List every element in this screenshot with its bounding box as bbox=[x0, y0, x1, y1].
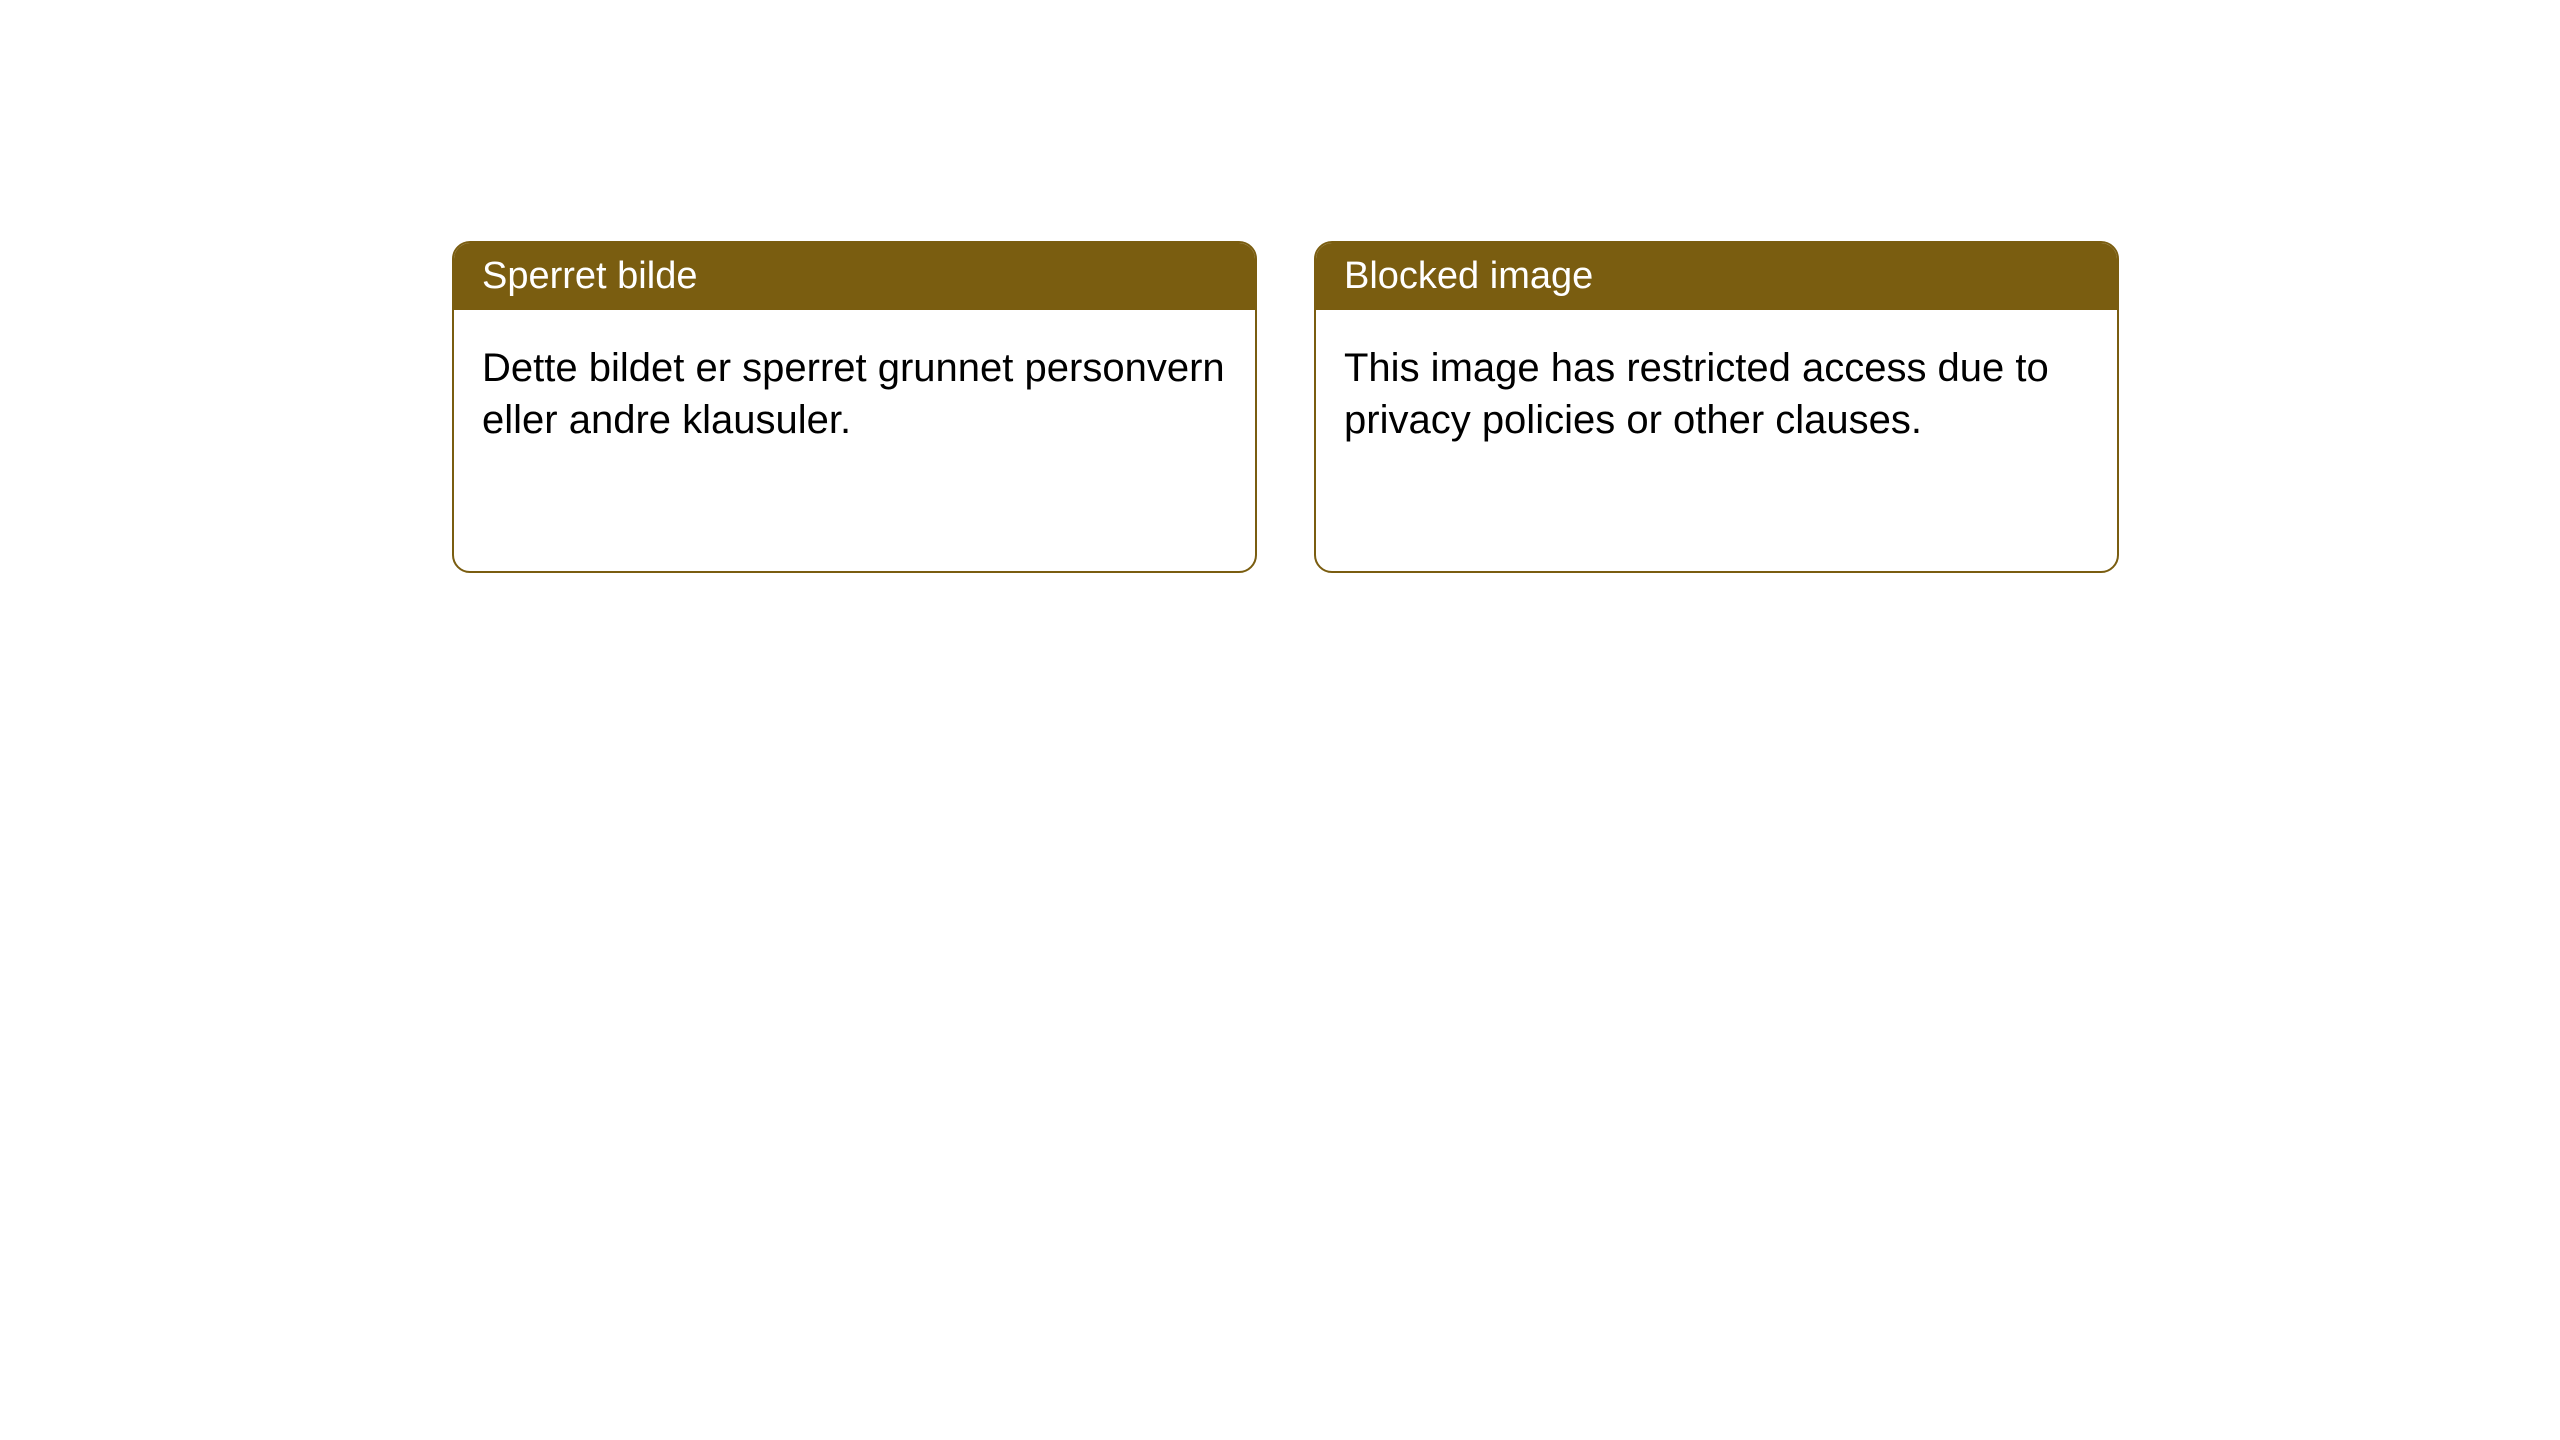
card-body-norwegian: Dette bildet er sperret grunnet personve… bbox=[454, 310, 1255, 478]
card-header-norwegian: Sperret bilde bbox=[454, 243, 1255, 310]
notice-cards-container: Sperret bilde Dette bildet er sperret gr… bbox=[452, 241, 2119, 573]
notice-card-norwegian: Sperret bilde Dette bildet er sperret gr… bbox=[452, 241, 1257, 573]
notice-card-english: Blocked image This image has restricted … bbox=[1314, 241, 2119, 573]
card-header-english: Blocked image bbox=[1316, 243, 2117, 310]
card-body-english: This image has restricted access due to … bbox=[1316, 310, 2117, 478]
